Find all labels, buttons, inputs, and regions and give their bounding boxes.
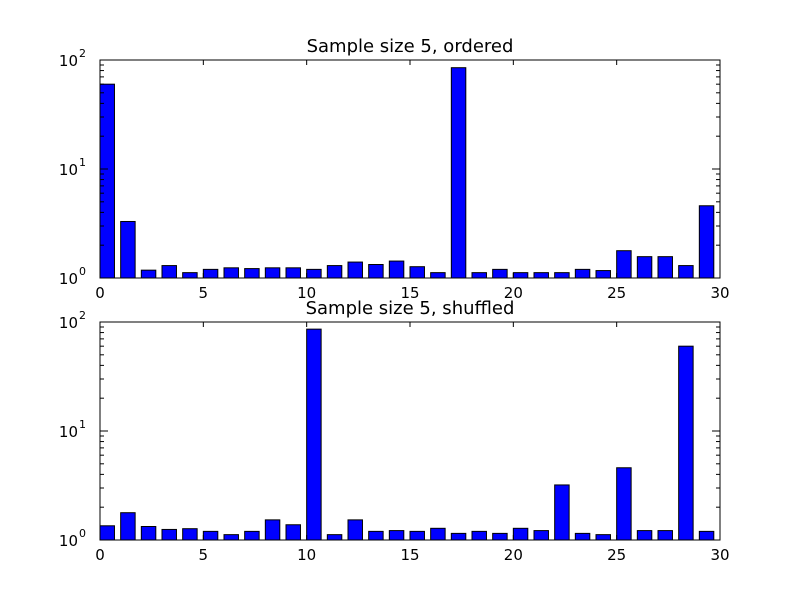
bar (120, 512, 136, 541)
bar (347, 519, 363, 541)
x-tick-label: 25 (607, 284, 626, 302)
y-tick-exponent: 0 (79, 527, 86, 540)
bar (264, 519, 281, 541)
bar (326, 265, 343, 279)
x-tick-label: 10 (297, 546, 316, 564)
bar (616, 250, 632, 279)
y-tick-exponent: 1 (79, 156, 86, 169)
y-tick-label: 10 (59, 532, 78, 550)
bar (512, 272, 529, 279)
x-tick-label: 5 (199, 284, 209, 302)
x-tick-label: 20 (504, 546, 523, 564)
bar (161, 265, 177, 279)
bar (554, 272, 570, 279)
bar (285, 267, 301, 279)
bar (140, 526, 157, 541)
bar (492, 268, 508, 279)
bar (657, 530, 673, 541)
y-tick-exponent: 1 (79, 418, 86, 431)
bar (678, 345, 694, 541)
bar (554, 484, 570, 541)
x-tick-label: 20 (504, 284, 523, 302)
bar (698, 530, 715, 541)
bar (202, 530, 219, 541)
bar (471, 530, 487, 541)
bar (636, 256, 653, 279)
bar (140, 269, 157, 279)
bar (616, 467, 632, 541)
chart-title: Sample size 5, ordered (307, 36, 514, 57)
x-tick-label: 0 (95, 546, 105, 564)
chart-title: Sample size 5, shuffled (306, 298, 515, 319)
x-tick-label: 15 (400, 284, 419, 302)
bar (492, 532, 508, 541)
bar (388, 530, 405, 541)
bar (285, 524, 301, 541)
bar (450, 532, 467, 541)
x-tick-label: 30 (710, 546, 729, 564)
y-tick-label: 10 (59, 423, 78, 441)
bar (99, 525, 115, 541)
bar (450, 67, 467, 279)
bar (120, 220, 136, 279)
y-tick-exponent: 2 (79, 47, 86, 60)
bar-series (99, 328, 715, 541)
y-tick-exponent: 0 (79, 265, 86, 278)
bar (368, 530, 384, 541)
x-tick-label: 30 (710, 284, 729, 302)
y-tick-label: 10 (59, 314, 78, 332)
bar (678, 265, 694, 279)
bar (409, 530, 425, 541)
bar (533, 272, 549, 279)
bar (182, 272, 198, 279)
bar (430, 272, 446, 279)
bar (533, 530, 549, 541)
bar (512, 527, 529, 541)
bar (430, 527, 446, 541)
bar (99, 83, 115, 279)
x-tick-label: 25 (607, 546, 626, 564)
x-tick-label: 15 (400, 546, 419, 564)
bar (636, 530, 653, 541)
bar (698, 205, 715, 279)
x-tick-label: 5 (199, 546, 209, 564)
bar (471, 272, 487, 279)
bar (326, 534, 343, 541)
axes-frame (99, 59, 721, 279)
axes-frame (99, 321, 721, 541)
bar (409, 266, 425, 279)
bar (244, 268, 260, 279)
bar (306, 268, 322, 279)
bar (595, 534, 611, 541)
y-tick-exponent: 2 (79, 309, 86, 322)
y-tick-label: 10 (59, 270, 78, 288)
bar (388, 260, 405, 279)
bar (223, 267, 239, 279)
x-tick-label: 0 (95, 284, 105, 302)
bar (264, 267, 281, 279)
bar (244, 530, 260, 541)
bar (347, 261, 363, 279)
bar (595, 270, 611, 279)
bar-series (99, 67, 715, 279)
bar (306, 328, 322, 541)
bar (182, 528, 198, 541)
bar (223, 534, 239, 541)
y-tick-label: 10 (59, 161, 78, 179)
bar (161, 528, 177, 541)
bar (574, 532, 591, 541)
y-tick-label: 10 (59, 52, 78, 70)
bar (202, 268, 219, 279)
bar (657, 256, 673, 279)
x-tick-label: 10 (297, 284, 316, 302)
bar (574, 268, 591, 279)
bar (368, 264, 384, 279)
